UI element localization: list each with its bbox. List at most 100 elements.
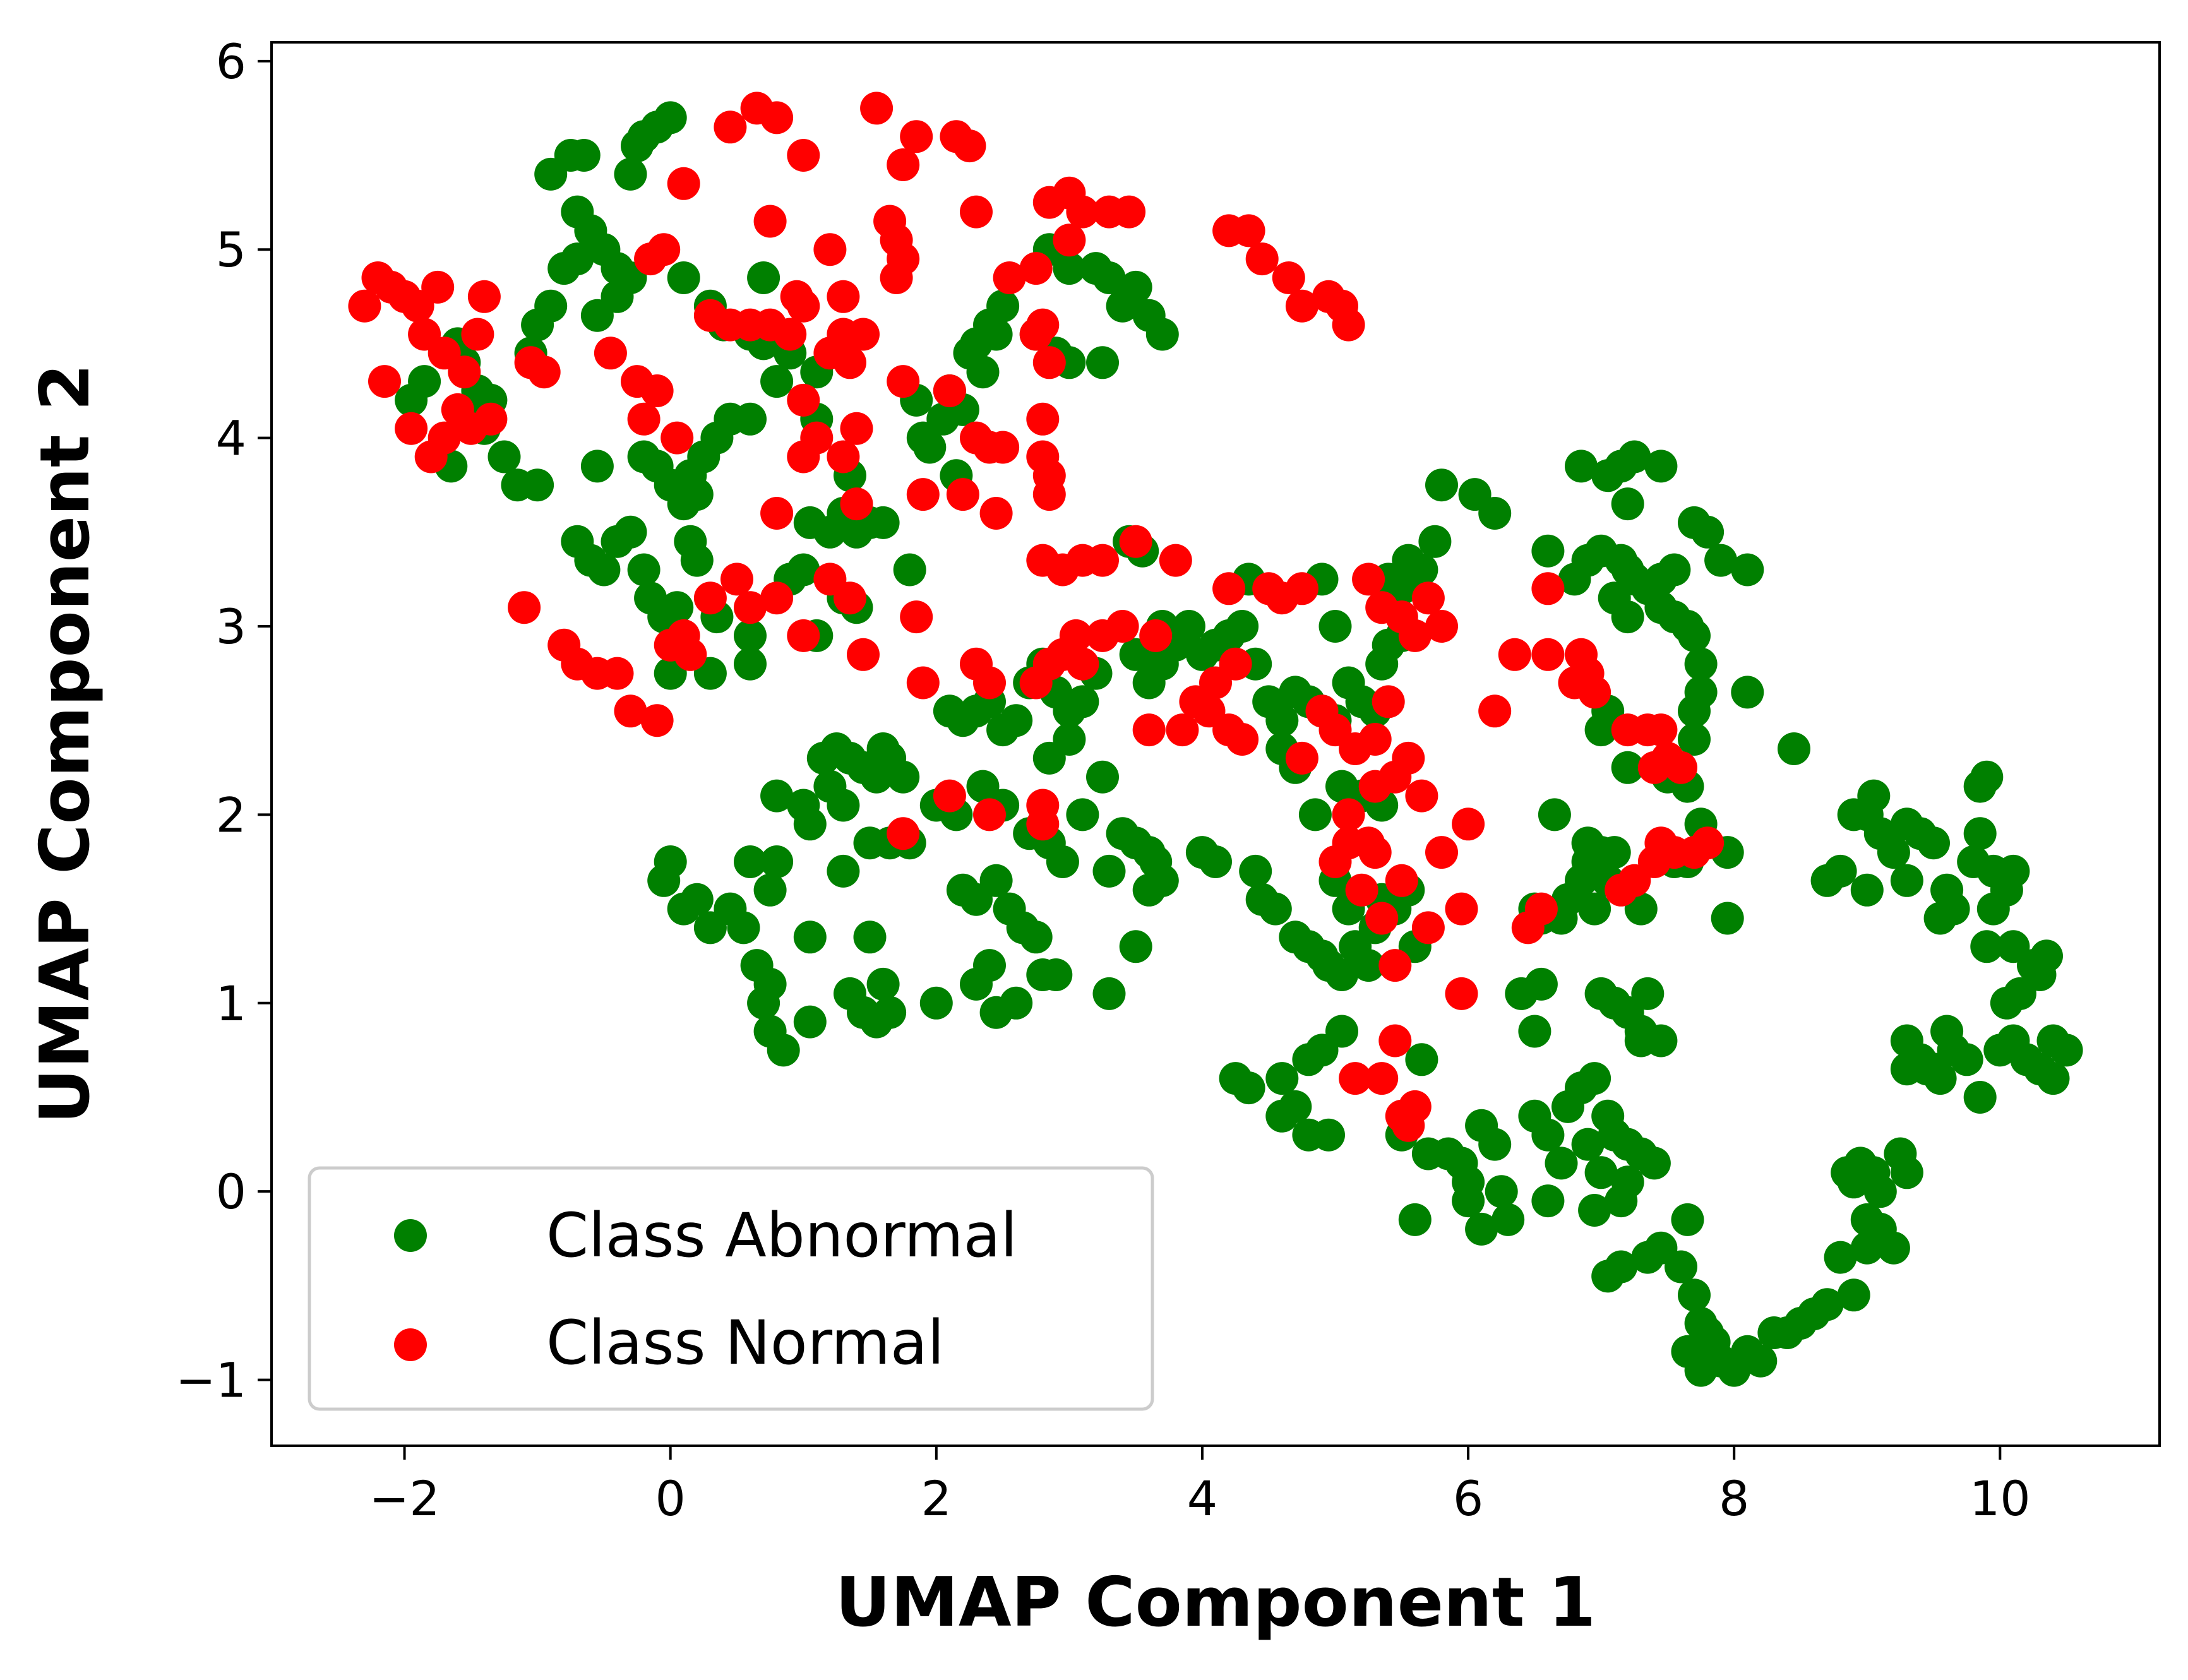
abnormal-point bbox=[521, 468, 554, 502]
abnormal-point bbox=[979, 864, 1013, 897]
abnormal-point bbox=[1644, 450, 1678, 483]
abnormal-point bbox=[919, 986, 953, 1020]
abnormal-point bbox=[1119, 270, 1152, 304]
normal-point bbox=[1578, 676, 1611, 709]
normal-point bbox=[953, 129, 986, 163]
abnormal-point bbox=[1405, 1043, 1438, 1076]
normal-point bbox=[1339, 1062, 1372, 1095]
abnormal-point bbox=[1032, 741, 1066, 775]
normal-point bbox=[1132, 713, 1166, 747]
normal-point bbox=[1139, 619, 1173, 652]
normal-point bbox=[1086, 619, 1119, 652]
legend-marker-abnormal bbox=[394, 1219, 427, 1252]
abnormal-point bbox=[1352, 949, 1385, 982]
abnormal-point bbox=[1325, 958, 1358, 991]
abnormal-point bbox=[1000, 986, 1033, 1020]
normal-point bbox=[1119, 525, 1152, 558]
normal-point bbox=[1285, 741, 1318, 775]
normal-point bbox=[1411, 581, 1445, 615]
abnormal-point bbox=[1850, 1203, 1884, 1236]
normal-point bbox=[1445, 977, 1478, 1010]
abnormal-point bbox=[1877, 1231, 1910, 1265]
abnormal-point bbox=[408, 365, 441, 398]
abnormal-point bbox=[1704, 544, 1738, 577]
normal-point bbox=[753, 205, 787, 238]
abnormal-point bbox=[986, 289, 1020, 323]
abnormal-point bbox=[1092, 261, 1126, 294]
abnormal-point bbox=[1578, 1194, 1611, 1227]
normal-point bbox=[1272, 261, 1305, 294]
abnormal-point bbox=[1492, 1203, 1525, 1236]
normal-point bbox=[787, 383, 820, 417]
normal-point bbox=[1511, 911, 1545, 944]
normal-point bbox=[1425, 610, 1458, 643]
abnormal-point bbox=[760, 845, 794, 878]
normal-point bbox=[960, 647, 993, 681]
abnormal-point bbox=[1132, 873, 1166, 907]
abnormal-point bbox=[1831, 1156, 1864, 1189]
normal-point bbox=[647, 233, 681, 266]
abnormal-point bbox=[853, 920, 887, 954]
abnormal-point bbox=[621, 129, 654, 163]
normal-point bbox=[1358, 723, 1392, 756]
ticks-layer: −2 0 2 4 6 8 10 −1 0 1 2 3 4 5 6 bbox=[176, 33, 2031, 1527]
abnormal-point bbox=[1970, 760, 2004, 794]
abnormal-point bbox=[667, 261, 700, 294]
normal-point bbox=[527, 355, 561, 389]
abnormal-point bbox=[1538, 798, 1571, 831]
abnormal-point bbox=[680, 544, 714, 577]
normal-point bbox=[627, 402, 661, 436]
normal-point bbox=[474, 402, 508, 436]
x-tick-label: 6 bbox=[1453, 1470, 1483, 1527]
abnormal-point bbox=[1778, 732, 1810, 765]
abnormal-point bbox=[1671, 1203, 1704, 1236]
abnormal-point bbox=[1678, 506, 1711, 539]
abnormal-point bbox=[887, 760, 920, 794]
normal-point bbox=[1691, 826, 1725, 860]
abnormal-point bbox=[1957, 845, 1990, 878]
abnormal-point bbox=[1631, 977, 1665, 1010]
abnormal-point bbox=[1890, 1052, 1923, 1086]
abnormal-point bbox=[1684, 676, 1718, 709]
abnormal-point bbox=[1637, 1147, 1671, 1180]
normal-point bbox=[1372, 685, 1405, 718]
normal-point bbox=[1232, 214, 1265, 247]
normal-point bbox=[1032, 346, 1066, 379]
abnormal-point bbox=[647, 864, 681, 897]
abnormal-point bbox=[1837, 798, 1870, 831]
abnormal-point bbox=[661, 591, 694, 624]
normal-point bbox=[594, 337, 627, 370]
abnormal-point bbox=[1239, 854, 1272, 888]
normal-point bbox=[640, 374, 674, 407]
abnormal-point bbox=[1398, 1203, 1432, 1236]
abnormal-point bbox=[680, 883, 714, 916]
abnormal-point bbox=[1930, 873, 1964, 907]
normal-point bbox=[1398, 619, 1432, 652]
normal-point bbox=[780, 280, 813, 313]
abnormal-point bbox=[1605, 1250, 1638, 1284]
abnormal-point bbox=[1890, 864, 1923, 897]
normal-point bbox=[933, 779, 966, 813]
normal-point bbox=[774, 318, 807, 351]
abnormal-point bbox=[827, 854, 860, 888]
normal-point bbox=[840, 412, 873, 445]
normal-point bbox=[667, 619, 700, 652]
legend-marker-normal bbox=[394, 1328, 427, 1361]
legend: Class Abnormal Class Normal bbox=[308, 1166, 1154, 1411]
abnormal-point bbox=[1678, 1278, 1711, 1312]
normal-point bbox=[1166, 713, 1199, 747]
normal-point bbox=[1498, 638, 1531, 671]
abnormal-point bbox=[1531, 534, 1565, 568]
abnormal-point bbox=[734, 845, 767, 878]
abnormal-point bbox=[1997, 930, 2030, 963]
abnormal-point bbox=[1465, 1212, 1498, 1246]
normal-point bbox=[813, 233, 847, 266]
normal-point bbox=[1392, 1109, 1425, 1142]
normal-point bbox=[368, 365, 401, 398]
abnormal-point bbox=[1039, 958, 1073, 991]
abnormal-point bbox=[787, 553, 820, 587]
normal-point bbox=[508, 591, 541, 624]
normal-point bbox=[720, 563, 753, 596]
normal-point bbox=[787, 619, 820, 652]
normal-point bbox=[1285, 289, 1318, 323]
